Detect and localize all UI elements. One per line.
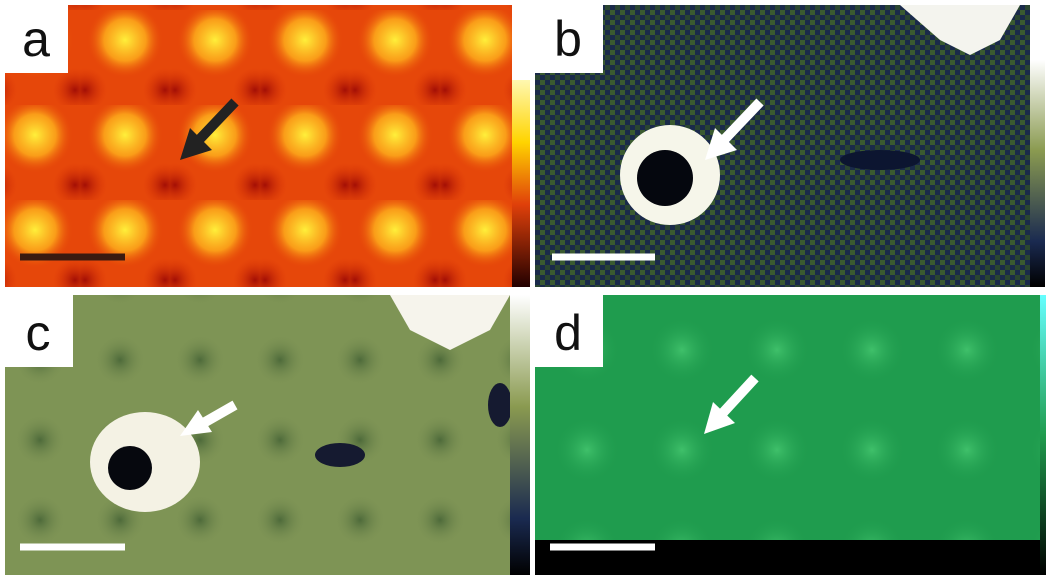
- feature: [840, 150, 920, 170]
- image: [535, 295, 1040, 540]
- panel-c: c: [5, 295, 530, 575]
- figure: a b c d: [0, 0, 1050, 579]
- colorbar: [1040, 295, 1046, 575]
- panel-b: b: [535, 5, 1045, 287]
- panel-label: b: [554, 11, 582, 67]
- colorbar: [512, 80, 530, 287]
- panel-label: d: [554, 305, 582, 361]
- panel-label: c: [26, 305, 51, 361]
- feature: [315, 443, 365, 467]
- panel-a: a: [5, 5, 530, 287]
- image: [5, 5, 512, 287]
- colorbar: [510, 295, 530, 575]
- feature: [488, 383, 512, 427]
- colorbar: [1030, 60, 1045, 287]
- ring-center: [637, 150, 693, 206]
- panel-label: a: [22, 11, 50, 67]
- panel-d: d: [535, 295, 1046, 575]
- ring-center: [108, 446, 152, 490]
